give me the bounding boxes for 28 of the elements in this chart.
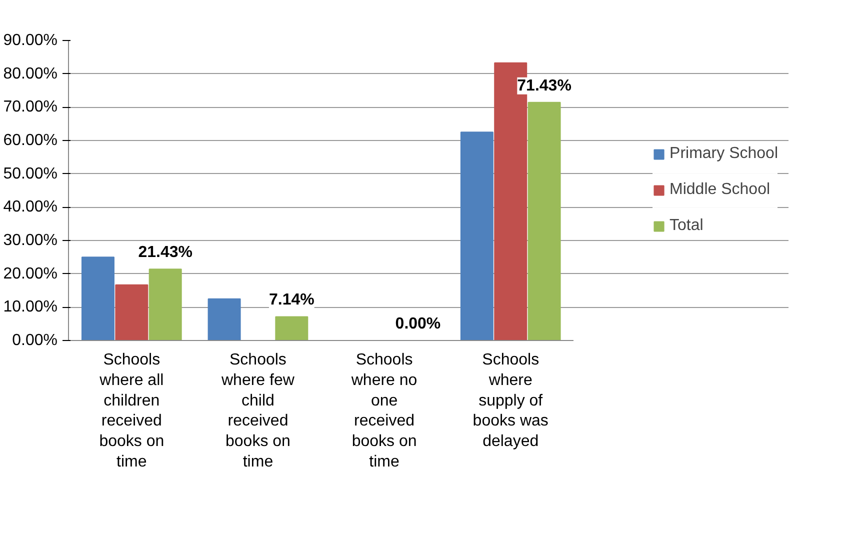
bar	[528, 102, 561, 340]
y-tick-label: 20.00%	[3, 265, 58, 282]
y-tick-label: 50.00%	[3, 165, 58, 182]
x-tick-label: Schools where all children received books on time	[98, 352, 164, 470]
y-tick-label: 80.00%	[3, 65, 58, 82]
x-tick-label: Schools where no one received books on time	[350, 352, 418, 470]
legend-label: Primary School	[670, 145, 778, 163]
y-tick-label: 90.00%	[3, 32, 58, 49]
y-tick-label: 60.00%	[3, 132, 58, 149]
bar	[148, 268, 182, 340]
data-label: 21.43%	[138, 244, 192, 262]
y-tick-label: 70.00%	[3, 98, 58, 116]
legend-label: Middle School	[670, 181, 770, 199]
y-tick-label: 10.00%	[3, 298, 58, 316]
bar	[460, 132, 494, 340]
y-tick-label: 30.00%	[3, 232, 58, 249]
x-tick-label: Schools where few child received books on time	[220, 352, 295, 470]
data-label: 0.00%	[395, 316, 441, 332]
y-tick-label: 0.00%	[12, 332, 58, 349]
data-label: 71.43%	[517, 77, 572, 94]
bar	[275, 316, 308, 340]
legend-label: Total	[670, 217, 704, 235]
x-tick-label: Schools where supply of books was delayed	[472, 352, 548, 450]
y-tick-label: 40.00%	[3, 198, 58, 216]
data-label: 7.14%	[268, 292, 314, 309]
bar	[208, 298, 241, 340]
bar	[115, 284, 148, 340]
bar	[81, 256, 114, 340]
